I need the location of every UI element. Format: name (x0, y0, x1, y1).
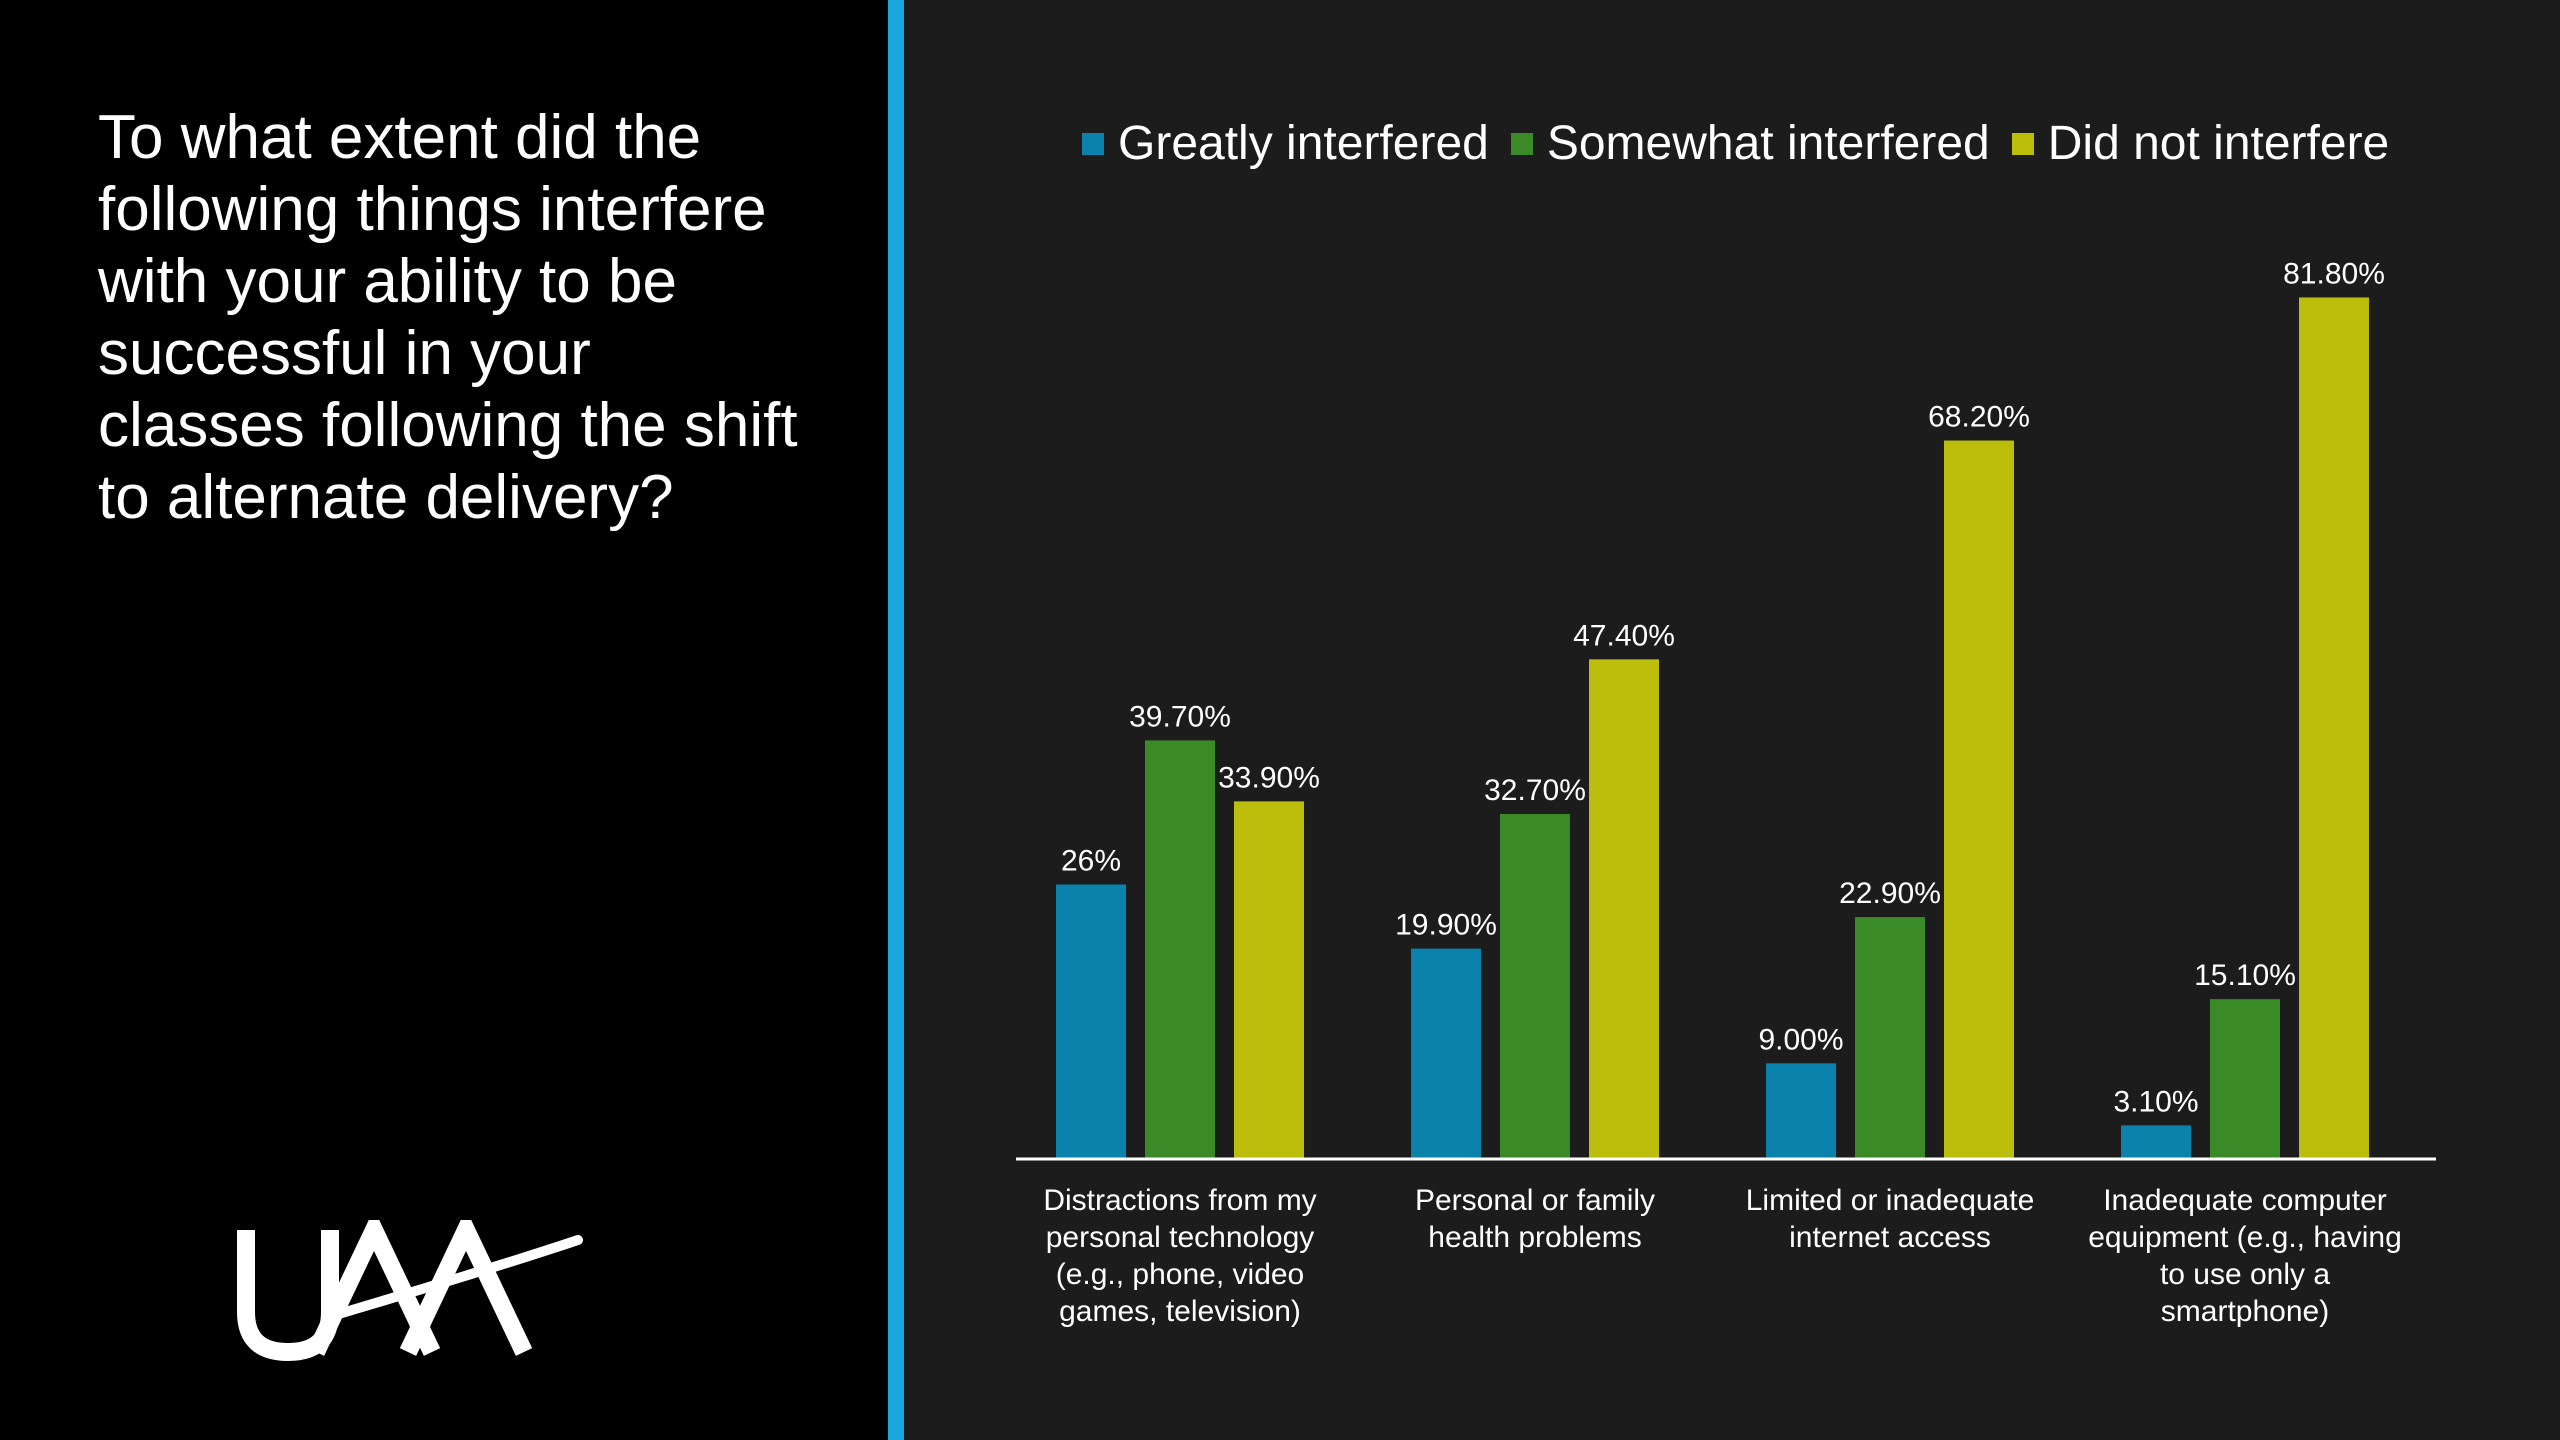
legend-swatch-somewhat (1510, 132, 1533, 155)
category-label-2-1: internet access (1789, 1221, 1991, 1254)
category-label-0-0: Distractions from my (1043, 1184, 1316, 1217)
bar-2-0 (1766, 1063, 1836, 1158)
category-label-0-1: personal technology (1046, 1221, 1315, 1254)
uaa-logo (237, 1220, 583, 1362)
legend-label-greatly: Greatly interfered (1118, 117, 1489, 170)
legend-label-somewhat: Somewhat interfered (1546, 117, 1990, 170)
legend-item-greatly: Greatly interfered (1082, 116, 1489, 171)
category-label-1-0: Personal or family (1415, 1184, 1655, 1217)
bar-1-1 (1500, 813, 1570, 1158)
data-label-1-2: 47.40% (1573, 619, 1675, 652)
legend-swatch-greatly (1082, 132, 1104, 155)
data-label-3-2: 81.80% (2283, 257, 2385, 290)
bar-0-0 (1056, 884, 1126, 1158)
bar-1-0 (1411, 948, 1481, 1158)
category-label-3-1: equipment (e.g., having (2088, 1221, 2402, 1254)
bar-1-2 (1589, 659, 1659, 1158)
legend-item-somewhat: Somewhat interfered (1510, 116, 1990, 171)
data-label-2-1: 22.90% (1839, 877, 1941, 910)
bar-0-1 (1145, 740, 1215, 1158)
category-label-2-0: Limited or inadequate (1746, 1184, 2035, 1217)
data-label-2-2: 68.20% (1928, 401, 2030, 434)
bar-3-0 (2121, 1125, 2191, 1158)
data-label-1-0: 19.90% (1395, 909, 1497, 942)
category-label-3-2: to use only a (2160, 1258, 2330, 1291)
data-label-0-1: 39.70% (1129, 700, 1231, 733)
chart-panel: Greatly interfered Somewhat interfered D… (904, 0, 2560, 1440)
category-label-0-3: games, television) (1059, 1295, 1301, 1328)
data-label-2-0: 9.00% (1758, 1023, 1843, 1056)
legend-item-not: Did not interfere (2011, 116, 2390, 171)
legend-swatch-not (2011, 132, 2034, 155)
category-label-3-0: Inadequate computer (2103, 1184, 2387, 1217)
bar-chart: 26% 39.70% 33.90% Distractions from my perso… (1016, 257, 2436, 1328)
bar-0-2 (1234, 801, 1304, 1158)
left-panel: To what extent did the following things … (0, 0, 888, 1440)
bar-2-2 (1944, 440, 2014, 1158)
data-label-0-0: 26% (1061, 844, 1121, 877)
data-label-3-1: 15.10% (2194, 959, 2296, 992)
category-label-3-3: smartphone) (2161, 1295, 2329, 1328)
bar-3-2 (2299, 297, 2369, 1158)
data-label-3-0: 3.10% (2113, 1085, 2198, 1118)
category-label-0-2: (e.g., phone, video (1056, 1258, 1305, 1291)
category-label-1-1: health problems (1428, 1221, 1641, 1254)
data-label-1-1: 32.70% (1484, 774, 1586, 807)
bar-2-1 (1855, 917, 1925, 1158)
question-heading: To what extent did the following things … (98, 103, 798, 532)
legend-label-not: Did not interfere (2047, 117, 2390, 170)
data-label-0-2: 33.90% (1218, 761, 1320, 794)
chart-legend: Greatly interfered Somewhat interfered D… (1082, 116, 2411, 171)
accent-divider (888, 0, 904, 1440)
bar-3-1 (2210, 999, 2280, 1158)
